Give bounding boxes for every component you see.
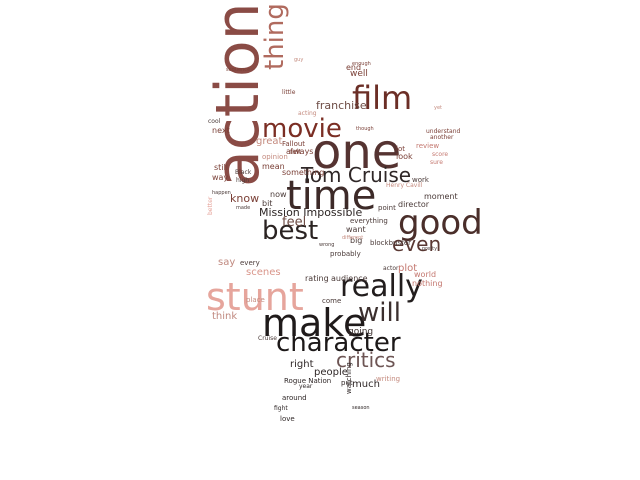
cloud-word: still bbox=[214, 163, 228, 172]
cloud-word: cool bbox=[208, 118, 221, 125]
cloud-word: pretty bbox=[422, 246, 438, 252]
cloud-word: around bbox=[282, 394, 307, 402]
cloud-word: franchise bbox=[316, 99, 367, 112]
cloud-word: will bbox=[358, 298, 401, 328]
cloud-word: wrong bbox=[319, 242, 335, 248]
cloud-word: great bbox=[256, 136, 283, 147]
cloud-word: big bbox=[350, 236, 363, 245]
cloud-word: one bbox=[312, 124, 402, 180]
cloud-word: now bbox=[270, 190, 287, 199]
cloud-word: well bbox=[350, 69, 368, 79]
cloud-word: look bbox=[396, 152, 413, 161]
cloud-word: right bbox=[290, 359, 314, 370]
cloud-word: better bbox=[207, 196, 214, 215]
cloud-word: plot bbox=[398, 263, 418, 274]
cloud-word: score bbox=[432, 151, 449, 158]
cloud-word: year bbox=[299, 383, 313, 390]
cloud-word: nothing bbox=[412, 279, 443, 288]
cloud-word: Tom Cruise bbox=[301, 163, 412, 187]
cloud-word: place bbox=[246, 296, 265, 304]
cloud-word: yet bbox=[434, 105, 442, 111]
cloud-word: want bbox=[346, 225, 366, 234]
cloud-word: Mission Impossible bbox=[259, 206, 363, 219]
cloud-word: Rogue Nation bbox=[284, 377, 332, 385]
cloud-word: lot bbox=[396, 145, 405, 153]
cloud-word: Black bbox=[235, 169, 252, 176]
cloud-word: end bbox=[346, 63, 362, 72]
cloud-word: moment bbox=[424, 192, 458, 201]
cloud-word: happen bbox=[212, 190, 231, 196]
cloud-word: love bbox=[280, 415, 295, 423]
cloud-word: director bbox=[398, 200, 430, 209]
cloud-word: enough bbox=[352, 61, 371, 67]
cloud-word: thing bbox=[260, 3, 290, 70]
cloud-word: sequence bbox=[226, 67, 251, 73]
cloud-word: though bbox=[356, 126, 374, 132]
cloud-word: Henry Cavill bbox=[386, 182, 423, 189]
cloud-word: watching bbox=[345, 362, 353, 394]
cloud-word: action bbox=[203, 2, 273, 187]
cloud-word: fight bbox=[274, 405, 288, 412]
cloud-word: audience bbox=[331, 274, 368, 283]
cloud-word: everything bbox=[350, 217, 388, 225]
cloud-word: felt bbox=[290, 148, 302, 156]
cloud-word: opinion bbox=[262, 153, 288, 161]
cloud-word: point bbox=[378, 204, 396, 212]
cloud-word: writing bbox=[376, 375, 401, 383]
cloud-word: probably bbox=[330, 250, 361, 258]
cloud-word: work bbox=[412, 176, 429, 184]
cloud-word: put bbox=[341, 379, 353, 387]
cloud-word: Cruise bbox=[258, 335, 277, 342]
cloud-word: people bbox=[314, 367, 348, 378]
cloud-word: rating bbox=[305, 274, 329, 283]
cloud-word: time bbox=[286, 173, 377, 219]
cloud-word: something bbox=[282, 168, 325, 177]
cloud-word: high bbox=[236, 177, 250, 184]
cloud-word: scenes bbox=[246, 267, 281, 278]
cloud-word: character bbox=[276, 328, 401, 358]
cloud-word: really bbox=[340, 269, 423, 304]
cloud-word: mean bbox=[262, 162, 285, 171]
cloud-word: season bbox=[352, 405, 370, 411]
cloud-word: little bbox=[282, 89, 296, 96]
cloud-word: different bbox=[342, 235, 364, 241]
cloud-word: know bbox=[230, 192, 260, 205]
cloud-word: critics bbox=[336, 348, 396, 372]
cloud-word: make bbox=[262, 301, 367, 345]
cloud-word: every bbox=[240, 259, 260, 267]
cloud-word: made bbox=[236, 205, 251, 211]
cloud-word: think bbox=[212, 311, 238, 322]
cloud-word: way bbox=[212, 173, 229, 182]
cloud-word: world bbox=[414, 270, 437, 279]
cloud-word: bit bbox=[262, 199, 273, 208]
cloud-word: even bbox=[392, 232, 442, 256]
cloud-word: feel bbox=[282, 215, 307, 230]
cloud-word: much bbox=[352, 379, 380, 390]
cloud-word: guy bbox=[294, 57, 304, 63]
cloud-word: come bbox=[322, 297, 342, 305]
cloud-word: film bbox=[352, 79, 413, 117]
cloud-word: understand bbox=[426, 128, 461, 135]
cloud-word: movie bbox=[262, 114, 342, 144]
cloud-word: actor bbox=[383, 265, 399, 272]
cloud-word: Fallout bbox=[282, 140, 306, 148]
cloud-word: going bbox=[348, 327, 374, 337]
cloud-word: review bbox=[416, 142, 440, 150]
cloud-word: best bbox=[262, 216, 319, 246]
cloud-word: say bbox=[218, 257, 236, 268]
cloud-word: next bbox=[212, 126, 230, 135]
cloud-word: always bbox=[286, 147, 314, 156]
cloud-word: stunt bbox=[206, 275, 304, 319]
cloud-word: acting bbox=[298, 110, 317, 117]
cloud-word: blockbuster bbox=[370, 239, 412, 247]
cloud-word: sure bbox=[430, 159, 443, 166]
cloud-word: another bbox=[430, 134, 454, 141]
cloud-word: good bbox=[398, 203, 483, 243]
